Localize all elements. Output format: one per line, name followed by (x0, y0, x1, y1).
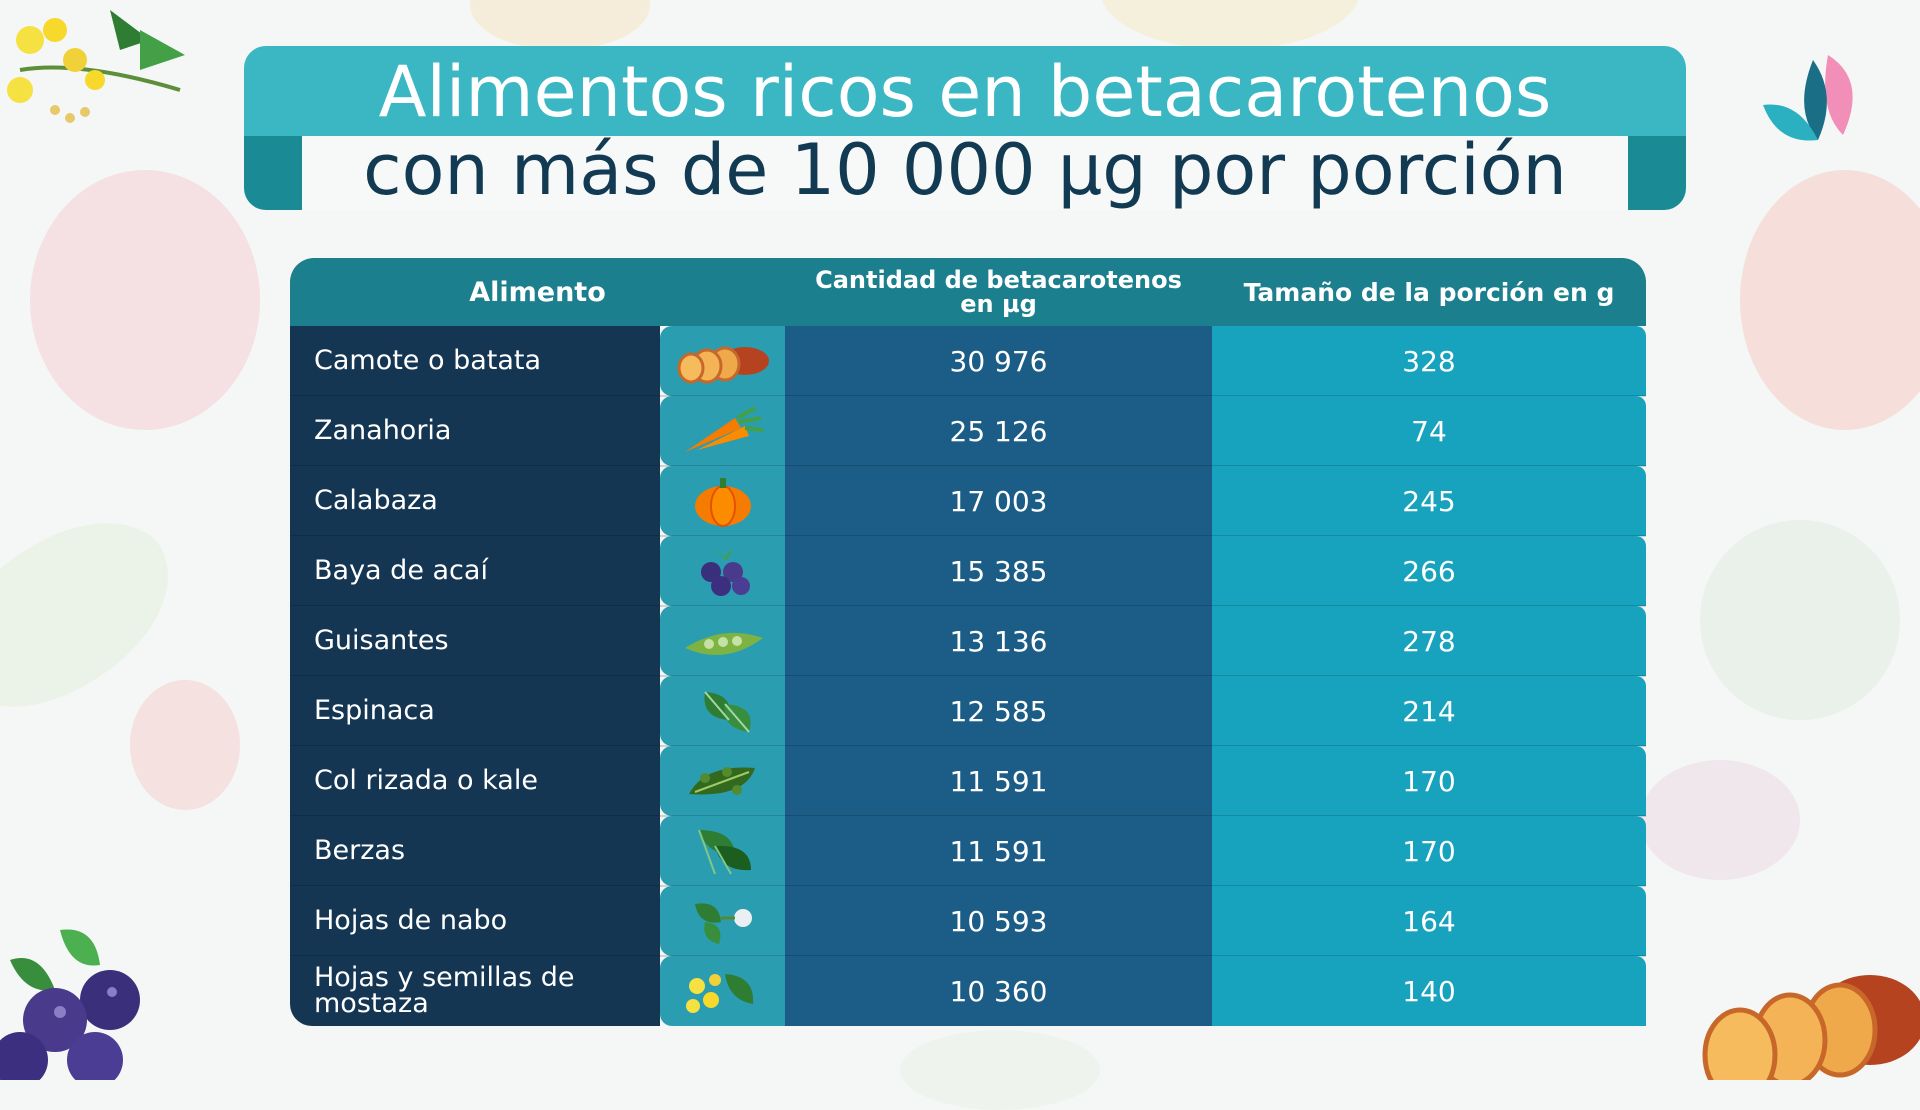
food-name: Espinaca (290, 676, 660, 746)
food-name: Camote o batata (290, 326, 660, 396)
sweet-potato-icon (677, 346, 769, 384)
beet-background-shape (30, 170, 260, 430)
header-portion: Tamaño de la porción en g (1212, 258, 1646, 326)
kale-icon (688, 767, 755, 795)
table-row: Zanahoria 25 126 74 (290, 396, 1646, 467)
food-image-cell (660, 816, 785, 886)
portion-size: 140 (1212, 956, 1646, 1026)
betacarotene-amount: 11 591 (785, 746, 1212, 816)
sweet-potato-illustration (1702, 975, 1920, 1080)
betacarotene-amount: 25 126 (785, 396, 1212, 466)
header-food: Alimento (290, 258, 785, 326)
title-banner-lower (302, 136, 1628, 210)
betacarotene-amount: 13 136 (785, 606, 1212, 676)
title-banner-tab-right (1628, 136, 1686, 210)
berry-background-shape (1640, 760, 1800, 880)
title-banner-tab-left (244, 136, 302, 210)
page-title-line-2: con más de 10 000 µg por porción (363, 129, 1567, 211)
portion-size: 170 (1212, 746, 1646, 816)
portion-size: 74 (1212, 396, 1646, 466)
food-image-cell (660, 956, 785, 1026)
brand-logo-icon (1763, 55, 1853, 141)
food-name: Col rizada o kale (290, 746, 660, 816)
citrus-background-shape (1100, 0, 1360, 50)
table-row: Hojas de nabo 10 593 164 (290, 886, 1646, 957)
portion-size: 278 (1212, 606, 1646, 676)
food-name: Guisantes (290, 606, 660, 676)
portion-size: 328 (1212, 326, 1646, 396)
portion-size: 170 (1212, 816, 1646, 886)
betacarotene-amount: 10 593 (785, 886, 1212, 956)
broccoli-background-shape (1700, 520, 1900, 720)
collard-greens-icon (697, 829, 751, 875)
table-row: Col rizada o kale 11 591 170 (290, 746, 1646, 817)
portion-size: 164 (1212, 886, 1646, 956)
mustard-flower-illustration (7, 10, 185, 123)
fruit-background-shape (470, 0, 650, 50)
title-banner (244, 46, 1686, 136)
food-image-cell (660, 536, 785, 606)
betacarotene-amount: 12 585 (785, 676, 1212, 746)
acai-berry-icon (700, 548, 750, 596)
carrot-icon (684, 406, 763, 452)
food-name: Hojas de nabo (290, 886, 660, 956)
food-image-cell (660, 466, 785, 536)
table-row: Berzas 11 591 170 (290, 816, 1646, 887)
page-title-line-1: Alimentos ricos en betacarotenos (378, 51, 1552, 133)
food-image-cell (660, 746, 785, 816)
food-name: Calabaza (290, 466, 660, 536)
table-row: Hojas y semillas de mostaza 10 360 140 (290, 956, 1646, 1026)
betacarotene-amount: 10 360 (785, 956, 1212, 1026)
betacarotene-table: Alimento Cantidad de betacarotenos en µg… (290, 258, 1646, 1028)
pumpkin-icon (694, 478, 751, 527)
food-image-cell (660, 326, 785, 396)
spinach-icon (703, 691, 751, 733)
strawberry-background-shape (130, 680, 240, 810)
food-name: Hojas y semillas de mostaza (290, 956, 590, 1026)
betacarotene-amount: 17 003 (785, 466, 1212, 536)
table-row: Baya de acaí 15 385 266 (290, 536, 1646, 607)
food-name: Baya de acaí (290, 536, 660, 606)
food-image-cell (660, 886, 785, 956)
header-amount-line-1: Cantidad de betacarotenos (815, 266, 1182, 294)
food-image-cell (660, 676, 785, 746)
portion-size: 266 (1212, 536, 1646, 606)
table-row: Camote o batata 30 976 328 (290, 326, 1646, 397)
table-row: Guisantes 13 136 278 (290, 606, 1646, 677)
table-row: Calabaza 17 003 245 (290, 466, 1646, 537)
food-name: Berzas (290, 816, 660, 886)
food-name: Zanahoria (290, 396, 660, 466)
portion-size: 214 (1212, 676, 1646, 746)
mustard-greens-icon (685, 974, 753, 1013)
betacarotene-amount: 15 385 (785, 536, 1212, 606)
header-amount: Cantidad de betacarotenos en µg (785, 258, 1212, 326)
betacarotene-amount: 30 976 (785, 326, 1212, 396)
food-name-cell-filler (590, 956, 660, 1026)
food-image-cell (660, 606, 785, 676)
blueberries-illustration (0, 929, 140, 1080)
grapefruit-background-shape (1740, 170, 1920, 430)
betacarotene-amount: 11 591 (785, 816, 1212, 886)
header-amount-line-2: en µg (960, 290, 1037, 318)
peas-icon (684, 632, 763, 656)
vegetable-background-shape (900, 1030, 1100, 1110)
turnip-greens-icon (694, 903, 752, 944)
portion-size: 245 (1212, 466, 1646, 536)
table-row: Espinaca 12 585 214 (290, 676, 1646, 747)
food-image-cell (660, 396, 785, 466)
